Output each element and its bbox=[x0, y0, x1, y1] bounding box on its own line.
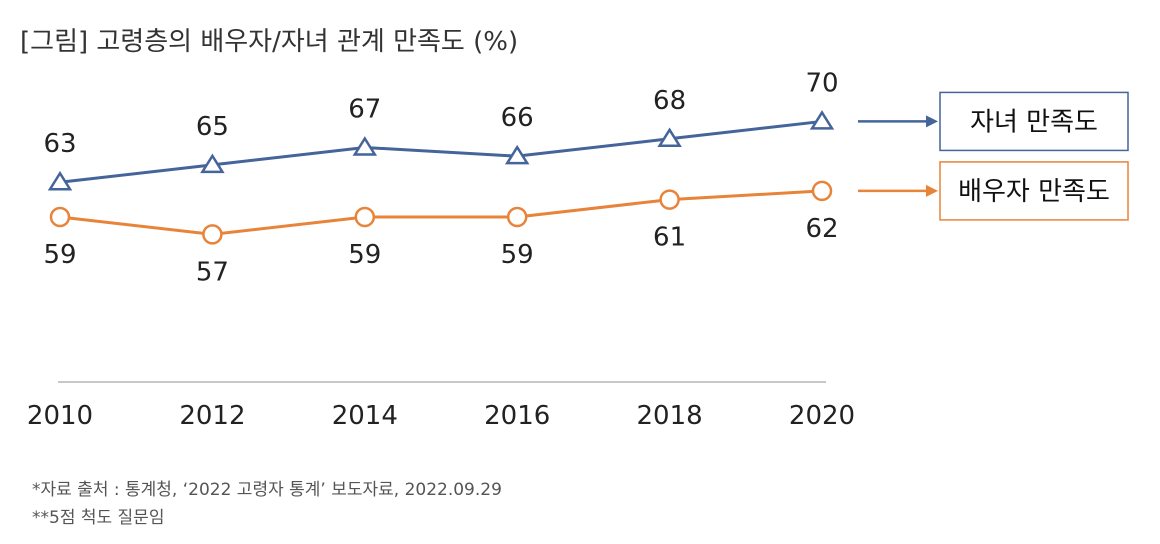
data-label: 57 bbox=[196, 257, 229, 287]
legend-arrow-head bbox=[926, 115, 938, 128]
legend-arrow-head bbox=[926, 184, 938, 197]
data-point-marker bbox=[47, 170, 73, 191]
data-label: 67 bbox=[348, 94, 381, 124]
data-label: 65 bbox=[196, 112, 229, 142]
series-line bbox=[59, 189, 823, 236]
data-label: 63 bbox=[43, 129, 76, 159]
legend-label: 자녀 만족도 bbox=[970, 107, 1098, 137]
x-tick-label: 2016 bbox=[484, 401, 550, 431]
data-label: 59 bbox=[43, 240, 76, 270]
legend-entry: 배우자 만족도 bbox=[858, 161, 1129, 221]
data-point-marker bbox=[504, 144, 530, 165]
data-point-marker bbox=[354, 206, 376, 228]
series-layer: 63 65 67 66 68 70 59 57 59 59 61 62 bbox=[43, 68, 838, 287]
data-label: 62 bbox=[805, 214, 838, 244]
x-tick-label: 2010 bbox=[27, 401, 93, 431]
data-point-marker bbox=[352, 136, 378, 156]
data-label: 66 bbox=[501, 103, 534, 133]
data-label: 61 bbox=[653, 223, 686, 253]
data-point-marker bbox=[200, 153, 225, 174]
x-tick-label: 2020 bbox=[789, 401, 855, 431]
data-label: 59 bbox=[348, 240, 381, 270]
legend-label: 배우자 만족도 bbox=[958, 177, 1110, 207]
data-label: 59 bbox=[501, 240, 534, 270]
data-point-marker bbox=[659, 189, 680, 210]
chart-title: [그림] 고령층의 배우자/자녀 관계 만족도 (%) bbox=[20, 27, 518, 57]
x-axis-ticks: 2010 2012 2014 2016 2018 2020 bbox=[27, 401, 855, 431]
data-point-marker bbox=[202, 224, 223, 245]
footnote-source: *자료 출처 : 통계청, ‘2022 고령자 통계’ 보도자료, 2022.0… bbox=[32, 480, 502, 500]
x-tick-label: 2012 bbox=[179, 401, 245, 431]
series-children: 63 65 67 66 68 70 bbox=[43, 68, 839, 191]
legend-box bbox=[939, 161, 1129, 221]
data-point-marker bbox=[657, 127, 682, 148]
series-line bbox=[59, 119, 823, 184]
data-point-marker bbox=[506, 206, 528, 228]
data-point-marker bbox=[811, 180, 833, 202]
data-point-marker bbox=[49, 206, 71, 228]
legend-entry: 자녀 만족도 bbox=[858, 91, 1129, 152]
data-point-marker bbox=[809, 110, 835, 130]
x-tick-label: 2018 bbox=[637, 401, 703, 431]
x-tick-label: 2014 bbox=[332, 401, 398, 431]
data-label: 70 bbox=[805, 68, 838, 98]
footnote-scale: **5점 척도 질문임 bbox=[32, 508, 164, 528]
series-spouse: 59 57 59 59 61 62 bbox=[43, 180, 839, 287]
data-label: 68 bbox=[653, 86, 686, 116]
legend-box bbox=[939, 91, 1129, 152]
